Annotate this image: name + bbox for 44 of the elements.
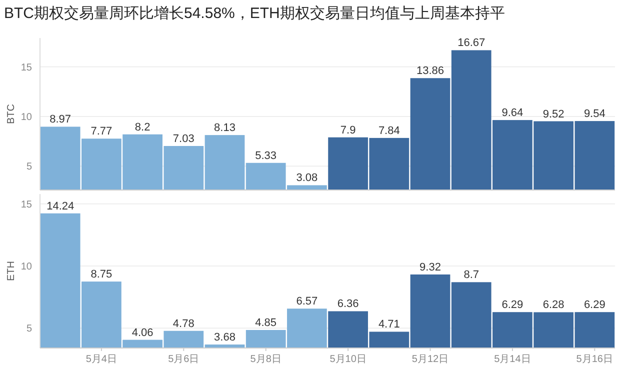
data-label: 8.2 xyxy=(134,121,150,134)
data-label: 16.67 xyxy=(458,37,486,50)
x-tick-label: 5月10日 xyxy=(330,354,366,365)
data-label: 7.77 xyxy=(90,126,112,138)
data-label: 4.06 xyxy=(132,326,154,339)
x-tick-label: 5月14日 xyxy=(494,354,531,365)
data-label: 4.71 xyxy=(378,318,400,331)
data-label: 6.36 xyxy=(337,298,359,310)
data-label: 9.32 xyxy=(420,261,441,274)
data-label: 8.97 xyxy=(50,114,72,126)
data-label: 14.24 xyxy=(46,200,74,212)
data-label: 8.13 xyxy=(214,122,236,134)
data-label: 9.52 xyxy=(542,108,564,120)
y-tick-label: 10 xyxy=(20,112,32,123)
y-axis-title: ETH xyxy=(6,261,17,281)
y-tick-label: 15 xyxy=(20,199,32,210)
chart-title: BTC期权交易量周环比增长54.58%，ETH期权交易量日均值与上周基本持平 xyxy=(4,5,505,22)
data-label: 3.08 xyxy=(296,172,318,184)
data-label: 6.57 xyxy=(296,296,318,308)
data-label: 5.33 xyxy=(255,150,277,162)
data-label: 6.29 xyxy=(502,299,524,312)
data-label: 8.7 xyxy=(464,269,479,282)
data-label: 9.64 xyxy=(502,107,524,120)
x-tick-label: 5月16日 xyxy=(576,354,613,365)
y-tick-label: 5 xyxy=(26,324,32,335)
data-label: 7.03 xyxy=(172,132,194,145)
data-label: 7.9 xyxy=(340,124,356,136)
data-label: 4.85 xyxy=(255,316,277,329)
data-label: 3.68 xyxy=(214,332,236,344)
data-label: 6.29 xyxy=(584,299,606,312)
data-label: 6.28 xyxy=(542,299,564,312)
data-label: 4.78 xyxy=(172,318,194,330)
x-tick-label: 5月8日 xyxy=(250,354,282,365)
x-tick-label: 5月6日 xyxy=(168,354,200,365)
y-tick-label: 10 xyxy=(20,262,32,273)
y-tick-label: 5 xyxy=(26,162,32,173)
data-label: 8.75 xyxy=(90,268,112,281)
data-label: 13.86 xyxy=(416,65,444,78)
y-tick-label: 15 xyxy=(20,62,32,74)
x-tick-label: 5月4日 xyxy=(86,354,118,365)
x-tick-label: 5月12日 xyxy=(412,354,449,365)
y-axis-title: BTC xyxy=(6,104,17,124)
data-label: 7.84 xyxy=(378,124,400,137)
data-label: 9.54 xyxy=(584,108,606,120)
